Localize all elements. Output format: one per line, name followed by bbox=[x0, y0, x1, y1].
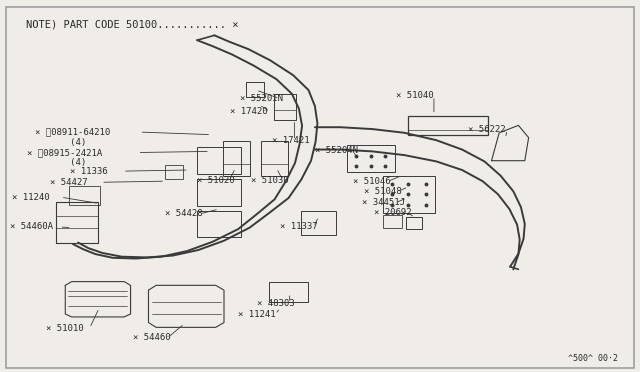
Text: (4): (4) bbox=[54, 158, 86, 167]
Text: (4): (4) bbox=[54, 138, 86, 147]
Text: × 11337: × 11337 bbox=[280, 222, 318, 231]
Text: × 54428: × 54428 bbox=[165, 209, 203, 218]
Text: NOTE) PART CODE 50100........... ×: NOTE) PART CODE 50100........... × bbox=[26, 19, 238, 29]
Text: × 56222: × 56222 bbox=[468, 125, 506, 134]
Text: × 11336: × 11336 bbox=[70, 167, 108, 176]
Text: × 48303: × 48303 bbox=[257, 299, 295, 308]
Text: × 20692: × 20692 bbox=[374, 208, 412, 217]
Text: × ⓝ08911-64210: × ⓝ08911-64210 bbox=[35, 128, 111, 137]
Text: × 5520IN: × 5520IN bbox=[240, 94, 283, 103]
Text: ^500^ 00·2: ^500^ 00·2 bbox=[568, 354, 618, 363]
Text: × 51046: × 51046 bbox=[353, 177, 391, 186]
Text: × 11241: × 11241 bbox=[238, 310, 276, 319]
Text: × 51048: × 51048 bbox=[364, 187, 401, 196]
Text: × 55204N: × 55204N bbox=[315, 146, 358, 155]
Text: × 51030: × 51030 bbox=[251, 176, 289, 185]
Text: × 34451J: × 34451J bbox=[362, 198, 404, 207]
Text: × 17420: × 17420 bbox=[230, 107, 268, 116]
Text: × 51040: × 51040 bbox=[396, 92, 433, 100]
Text: × 51020: × 51020 bbox=[197, 176, 235, 185]
Text: × ⓜ08915-2421A: × ⓜ08915-2421A bbox=[27, 148, 102, 157]
Text: × 54460A: × 54460A bbox=[10, 222, 52, 231]
Text: × 11240: × 11240 bbox=[12, 193, 49, 202]
Text: × 54427: × 54427 bbox=[50, 178, 88, 187]
Text: × 54460: × 54460 bbox=[133, 333, 171, 342]
Text: × 51010: × 51010 bbox=[46, 324, 84, 333]
Text: × 17421: × 17421 bbox=[272, 136, 310, 145]
